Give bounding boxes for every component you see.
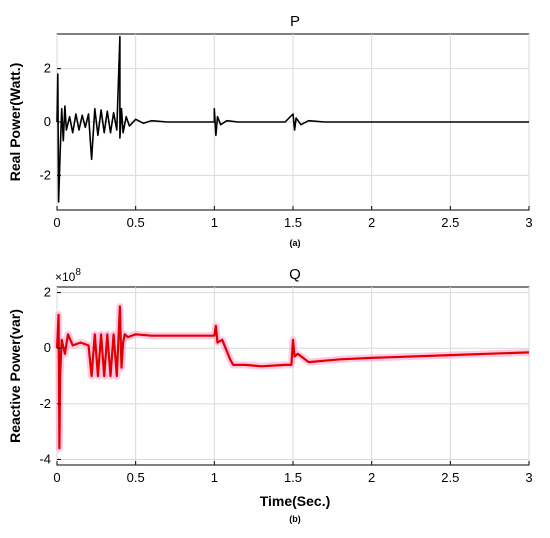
- x-tick-label-p-4: 2: [368, 215, 375, 230]
- y-multiplier-exponent: 8: [75, 267, 81, 278]
- y-multiplier-q: ×108: [55, 267, 81, 284]
- y-tick-label-q-0: -4: [39, 451, 51, 466]
- panel-reactive-power: 0 0.5 1 1.5 2 2.5 3 -4 -2 0 2 Q Reactive Power(va…: [7, 266, 533, 524]
- caption-b: (b): [289, 514, 301, 524]
- series-line-p-0: [56, 35, 529, 203]
- chart-title-q: Q: [289, 266, 301, 283]
- series-line-q-0: [55, 305, 530, 450]
- x-tick-label-q-1: 0.5: [127, 470, 145, 485]
- x-tick-label-q-6: 3: [525, 470, 532, 485]
- y-tick-label-q-1: -2: [39, 396, 51, 411]
- x-tick-label-q-0: 0: [53, 470, 60, 485]
- x-tick-label-q-4: 2: [368, 470, 375, 485]
- y-axis-label-p: Real Power(Watt.): [7, 63, 23, 182]
- x-tick-label-q-5: 2.5: [441, 470, 459, 485]
- y-tick-label-p-2: 2: [44, 61, 51, 76]
- series-group-q: [53, 303, 530, 452]
- x-tick-label-p-2: 1: [211, 215, 218, 230]
- y-ticks-q: -4 -2 0 2: [39, 285, 61, 466]
- x-tick-label-p-6: 3: [525, 215, 532, 230]
- x-tick-label-p-0: 0: [53, 215, 60, 230]
- series-group-p: [56, 35, 529, 203]
- y-axis-label-q: Reactive Power(var): [7, 309, 23, 443]
- y-tick-label-q-2: 0: [44, 340, 51, 355]
- x-ticks-q: 0 0.5 1 1.5 2 2.5 3: [53, 461, 533, 485]
- y-ticks-p: -2 0 2: [39, 61, 61, 182]
- y-tick-label-q-3: 2: [44, 285, 51, 300]
- y-multiplier-base: ×10: [55, 270, 76, 284]
- y-tick-label-p-0: -2: [39, 167, 51, 182]
- chart-title-p: P: [290, 13, 300, 30]
- x-tick-label-q-3: 1.5: [284, 470, 302, 485]
- x-tick-label-p-5: 2.5: [441, 215, 459, 230]
- x-tick-label-p-1: 0.5: [127, 215, 145, 230]
- caption-a: (a): [290, 238, 301, 248]
- x-ticks-p: 0 0.5 1 1.5 2 2.5 3: [53, 206, 533, 230]
- x-tick-label-q-2: 1: [211, 470, 218, 485]
- x-tick-label-p-3: 1.5: [284, 215, 302, 230]
- y-tick-label-p-1: 0: [44, 114, 51, 129]
- panel-real-power: 0 0.5 1 1.5 2 2.5 3 -2 0 2 P Real Power(Watt.) (…: [7, 13, 533, 248]
- x-axis-label-q: Time(Sec.): [260, 493, 331, 509]
